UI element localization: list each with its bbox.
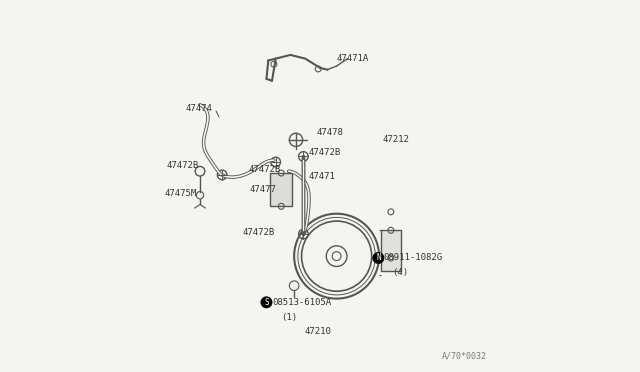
Text: 08911-1082G: 08911-1082G xyxy=(383,253,443,263)
Text: (1): (1) xyxy=(281,312,298,321)
Text: 47474: 47474 xyxy=(185,104,212,113)
Text: S: S xyxy=(264,298,269,307)
Text: 47475M: 47475M xyxy=(165,189,197,198)
Text: N: N xyxy=(376,253,381,263)
Text: 47471A: 47471A xyxy=(337,54,369,63)
Text: 47471: 47471 xyxy=(308,172,335,181)
Text: 08513-6105A: 08513-6105A xyxy=(272,298,331,307)
Text: 47210: 47210 xyxy=(305,327,332,336)
Bar xyxy=(270,173,292,206)
Text: 47472B: 47472B xyxy=(243,228,275,237)
Bar xyxy=(381,230,401,271)
Text: 47472B: 47472B xyxy=(167,161,199,170)
Text: 47212: 47212 xyxy=(383,135,410,144)
Text: A/70*0032: A/70*0032 xyxy=(442,351,487,360)
Text: 47477: 47477 xyxy=(250,185,276,194)
Text: (4): (4) xyxy=(392,268,408,277)
Text: 47472B: 47472B xyxy=(309,148,341,157)
Text: 47472B: 47472B xyxy=(248,165,280,174)
Text: 47478: 47478 xyxy=(316,128,343,137)
